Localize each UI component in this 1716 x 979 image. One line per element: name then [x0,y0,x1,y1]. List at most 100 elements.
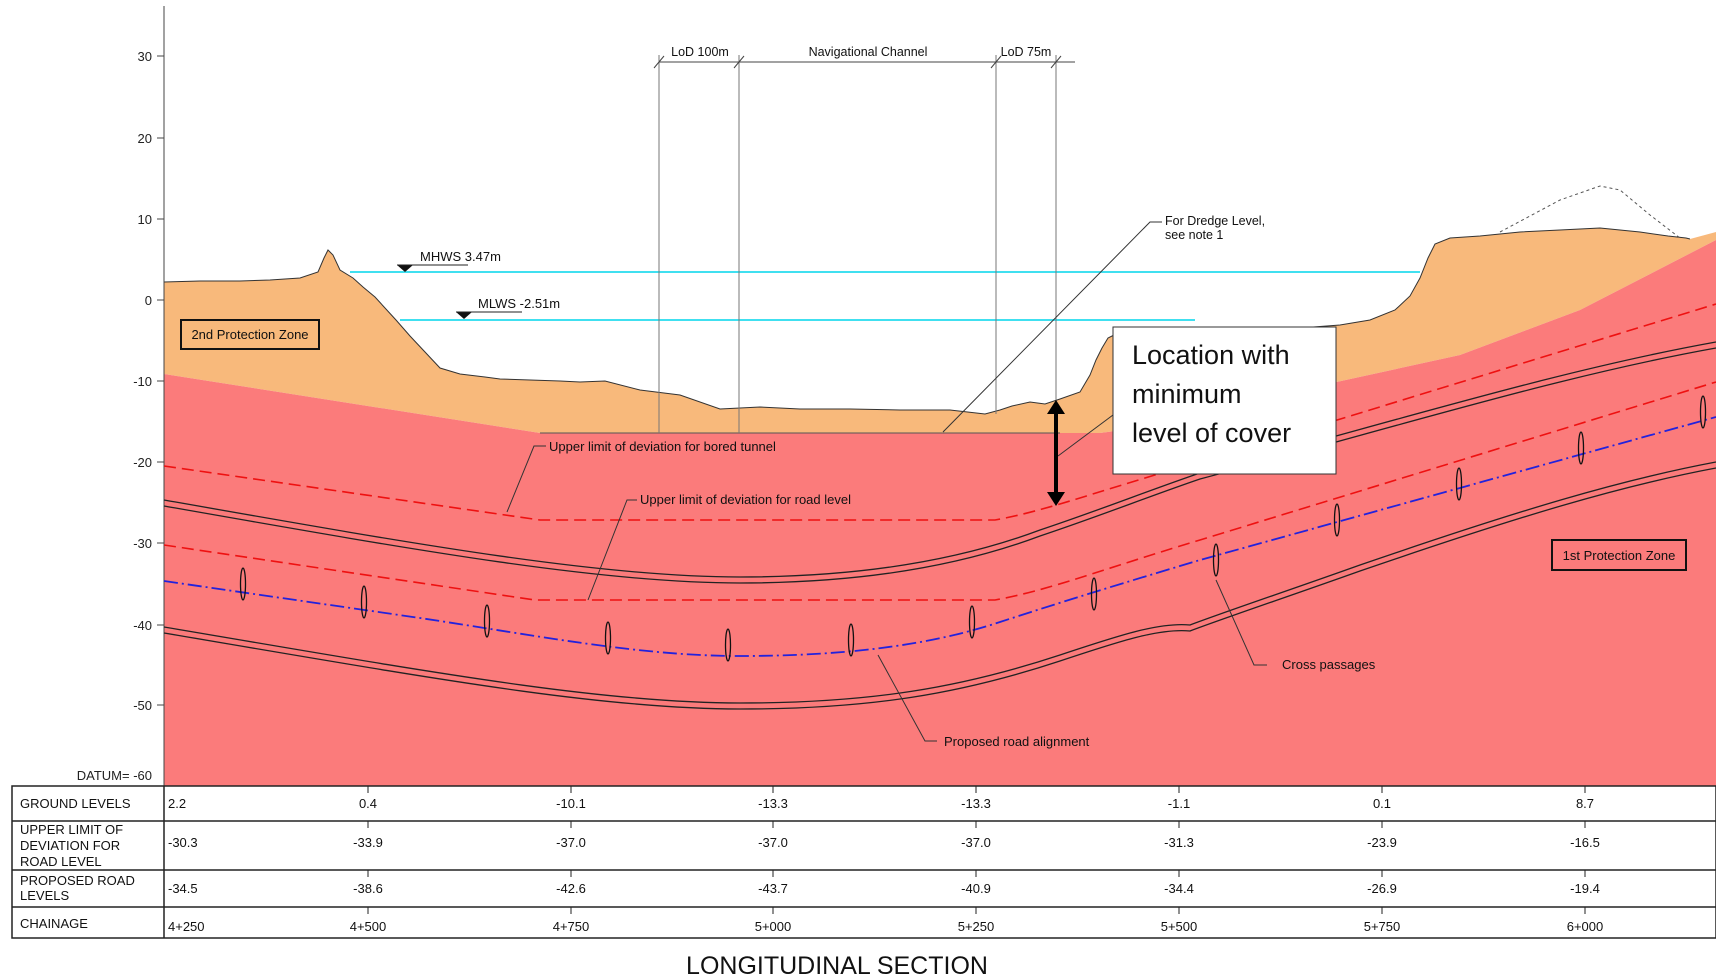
road-level-cell: -19.4 [1570,881,1600,896]
ground-level-cell: -10.1 [556,796,586,811]
row-header-upper-limit-3: ROAD LEVEL [20,854,102,869]
ground-level-cell: 8.7 [1576,796,1594,811]
mhws-label: MHWS 3.47m [420,249,501,264]
row-header-road-levels-1: PROPOSED ROAD [20,873,135,888]
road-level-cell: -38.6 [353,881,383,896]
upper-limit-cell: -16.5 [1570,835,1600,850]
y-tick-label: -20 [133,455,152,470]
upper-limit-road-level-line [163,381,1716,601]
cross-passage-marker [1090,577,1098,611]
mhws-marker-icon [397,265,413,272]
road-level-cell: -43.7 [758,881,788,896]
upper-limit-bored-tunnel-line [163,303,1716,521]
upper-limit-cell: -33.9 [353,835,383,850]
row-header-road-levels-2: LEVELS [20,888,69,903]
road-level-cell: -42.6 [556,881,586,896]
cross-passage-marker [483,604,491,638]
cross-passage-marker [847,623,855,657]
upper-limit-tunnel-label: Upper limit of deviation for bored tunne… [549,439,776,454]
second-protection-zone-box [180,319,320,350]
cross-passage-marker [239,567,247,601]
cross-passage-markers [239,395,1707,662]
cross-passage-marker [360,585,368,619]
upper-limit-cell: -30.3 [168,835,198,850]
y-tick-label: -10 [133,374,152,389]
chainage-cell: 5+500 [1161,919,1198,934]
y-tick-label: -40 [133,618,152,633]
navigational-channel-label: Navigational Channel [809,45,928,59]
lod-75-label: LoD 75m [1001,45,1052,59]
ground-level-cell: -1.1 [1168,796,1190,811]
dredge-level-label-line1: For Dredge Level, [1165,214,1265,228]
cross-passage-marker [1333,503,1341,537]
y-tick-label: -50 [133,698,152,713]
levels-table [11,785,1716,939]
cross-passage-marker [1699,395,1707,429]
cross-passage-marker [1577,431,1585,465]
ground-level-cell: -13.3 [961,796,991,811]
ground-level-cell: -13.3 [758,796,788,811]
table-cells: 2.2 0.4 -10.1 -13.3 -13.3 -1.1 0.1 8.7 -30.3 -33.… [168,786,1603,934]
y-tick-label: 0 [145,293,152,308]
section-title: LONGITUDINAL SECTION [686,952,988,979]
upper-limit-cell: -37.0 [556,835,586,850]
callout-line3: level of cover [1132,418,1291,448]
mlws-marker-icon [456,312,472,319]
callout-line1: Location with [1132,340,1290,370]
callout-line2: minimum [1132,379,1242,409]
first-protection-zone-label: 1st Protection Zone [1563,548,1676,563]
y-tick-label: 30 [138,49,152,64]
proposed-road-alignment-line [163,416,1716,657]
y-tick-label: 10 [138,212,152,227]
chainage-cell: 6+000 [1567,919,1604,934]
chainage-cell: 5+250 [958,919,995,934]
road-level-cell: -34.4 [1164,881,1194,896]
row-header-upper-limit-1: UPPER LIMIT OF [20,822,123,837]
cross-passage-marker [968,605,976,639]
cross-passages-label: Cross passages [1282,657,1376,672]
second-protection-zone-label: 2nd Protection Zone [191,327,308,342]
chainage-cell: 4+500 [350,919,387,934]
chainage-cell: 5+750 [1364,919,1401,934]
row-header-chainage: CHAINAGE [20,916,88,931]
y-tick-marks [157,55,164,706]
mlws-label: MLWS -2.51m [478,296,560,311]
row-header-ground-levels: GROUND LEVELS [20,796,131,811]
road-level-cell: -40.9 [961,881,991,896]
upper-limit-road-label: Upper limit of deviation for road level [640,492,851,507]
lod-100-label: LoD 100m [671,45,729,59]
chainage-cell: 5+000 [755,919,792,934]
y-tick-label: -30 [133,536,152,551]
ground-level-cell: 0.4 [359,796,377,811]
cross-passage-marker [724,628,732,662]
road-alignment-label: Proposed road alignment [944,734,1090,749]
minimum-cover-arrow [1047,400,1065,506]
table-row-headers: GROUND LEVELS UPPER LIMIT OF DEVIATION F… [20,796,135,931]
ground-level-cell: 2.2 [168,796,186,811]
road-level-cell: -34.5 [168,881,198,896]
chainage-cell: 4+750 [553,919,590,934]
dredge-level-label-line2: see note 1 [1165,228,1223,242]
tunnel-lower-boundary [163,461,1716,710]
datum-label: DATUM= -60 [77,768,152,783]
upper-limit-cell: -31.3 [1164,835,1194,850]
y-tick-label: 20 [138,131,152,146]
leader-lines [506,221,1267,742]
cross-passage-marker [1455,467,1463,501]
cross-passage-marker [1212,543,1220,577]
chainage-cell: 4+250 [168,919,205,934]
first-protection-zone-box [1551,539,1687,571]
rock-layer [164,240,1716,786]
upper-limit-cell: -37.0 [961,835,991,850]
ground-hill-dotted-line [1499,185,1681,239]
y-axis-ticks: 30 20 10 0 -10 -20 -30 -40 -50 [133,49,152,713]
callout-box [1112,326,1337,475]
row-header-upper-limit-2: DEVIATION FOR [20,838,120,853]
road-level-cell: -26.9 [1367,881,1397,896]
ground-profile-line [163,227,1691,415]
ground-level-cell: 0.1 [1373,796,1391,811]
cross-passage-marker [604,621,612,655]
tunnel-upper-boundary [163,341,1716,584]
channel-dimension-lines [653,55,1075,433]
